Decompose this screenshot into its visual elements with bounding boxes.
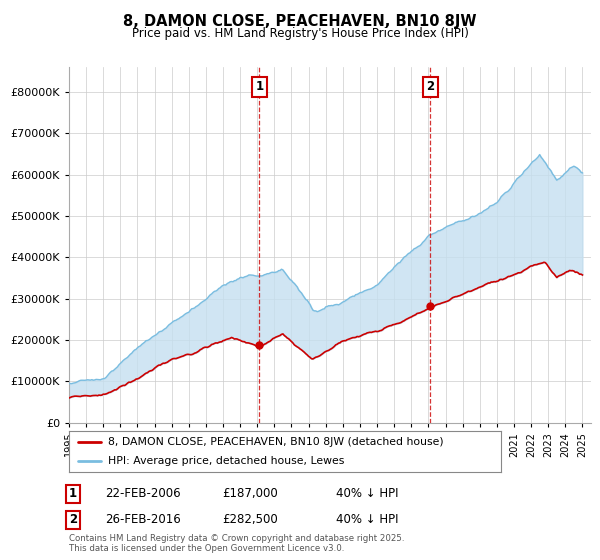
Text: 1: 1	[69, 487, 77, 501]
Text: £282,500: £282,500	[222, 513, 278, 526]
Text: 40% ↓ HPI: 40% ↓ HPI	[336, 487, 398, 501]
Text: 1: 1	[255, 80, 263, 94]
Text: 8, DAMON CLOSE, PEACEHAVEN, BN10 8JW: 8, DAMON CLOSE, PEACEHAVEN, BN10 8JW	[123, 14, 477, 29]
Text: 2: 2	[69, 513, 77, 526]
Text: 8, DAMON CLOSE, PEACEHAVEN, BN10 8JW (detached house): 8, DAMON CLOSE, PEACEHAVEN, BN10 8JW (de…	[108, 437, 443, 447]
Text: £187,000: £187,000	[222, 487, 278, 501]
Text: Contains HM Land Registry data © Crown copyright and database right 2025.
This d: Contains HM Land Registry data © Crown c…	[69, 534, 404, 553]
Text: 22-FEB-2006: 22-FEB-2006	[105, 487, 181, 501]
Text: 2: 2	[427, 80, 434, 94]
Text: HPI: Average price, detached house, Lewes: HPI: Average price, detached house, Lewe…	[108, 456, 344, 465]
Text: 26-FEB-2016: 26-FEB-2016	[105, 513, 181, 526]
Text: 40% ↓ HPI: 40% ↓ HPI	[336, 513, 398, 526]
Text: Price paid vs. HM Land Registry's House Price Index (HPI): Price paid vs. HM Land Registry's House …	[131, 27, 469, 40]
